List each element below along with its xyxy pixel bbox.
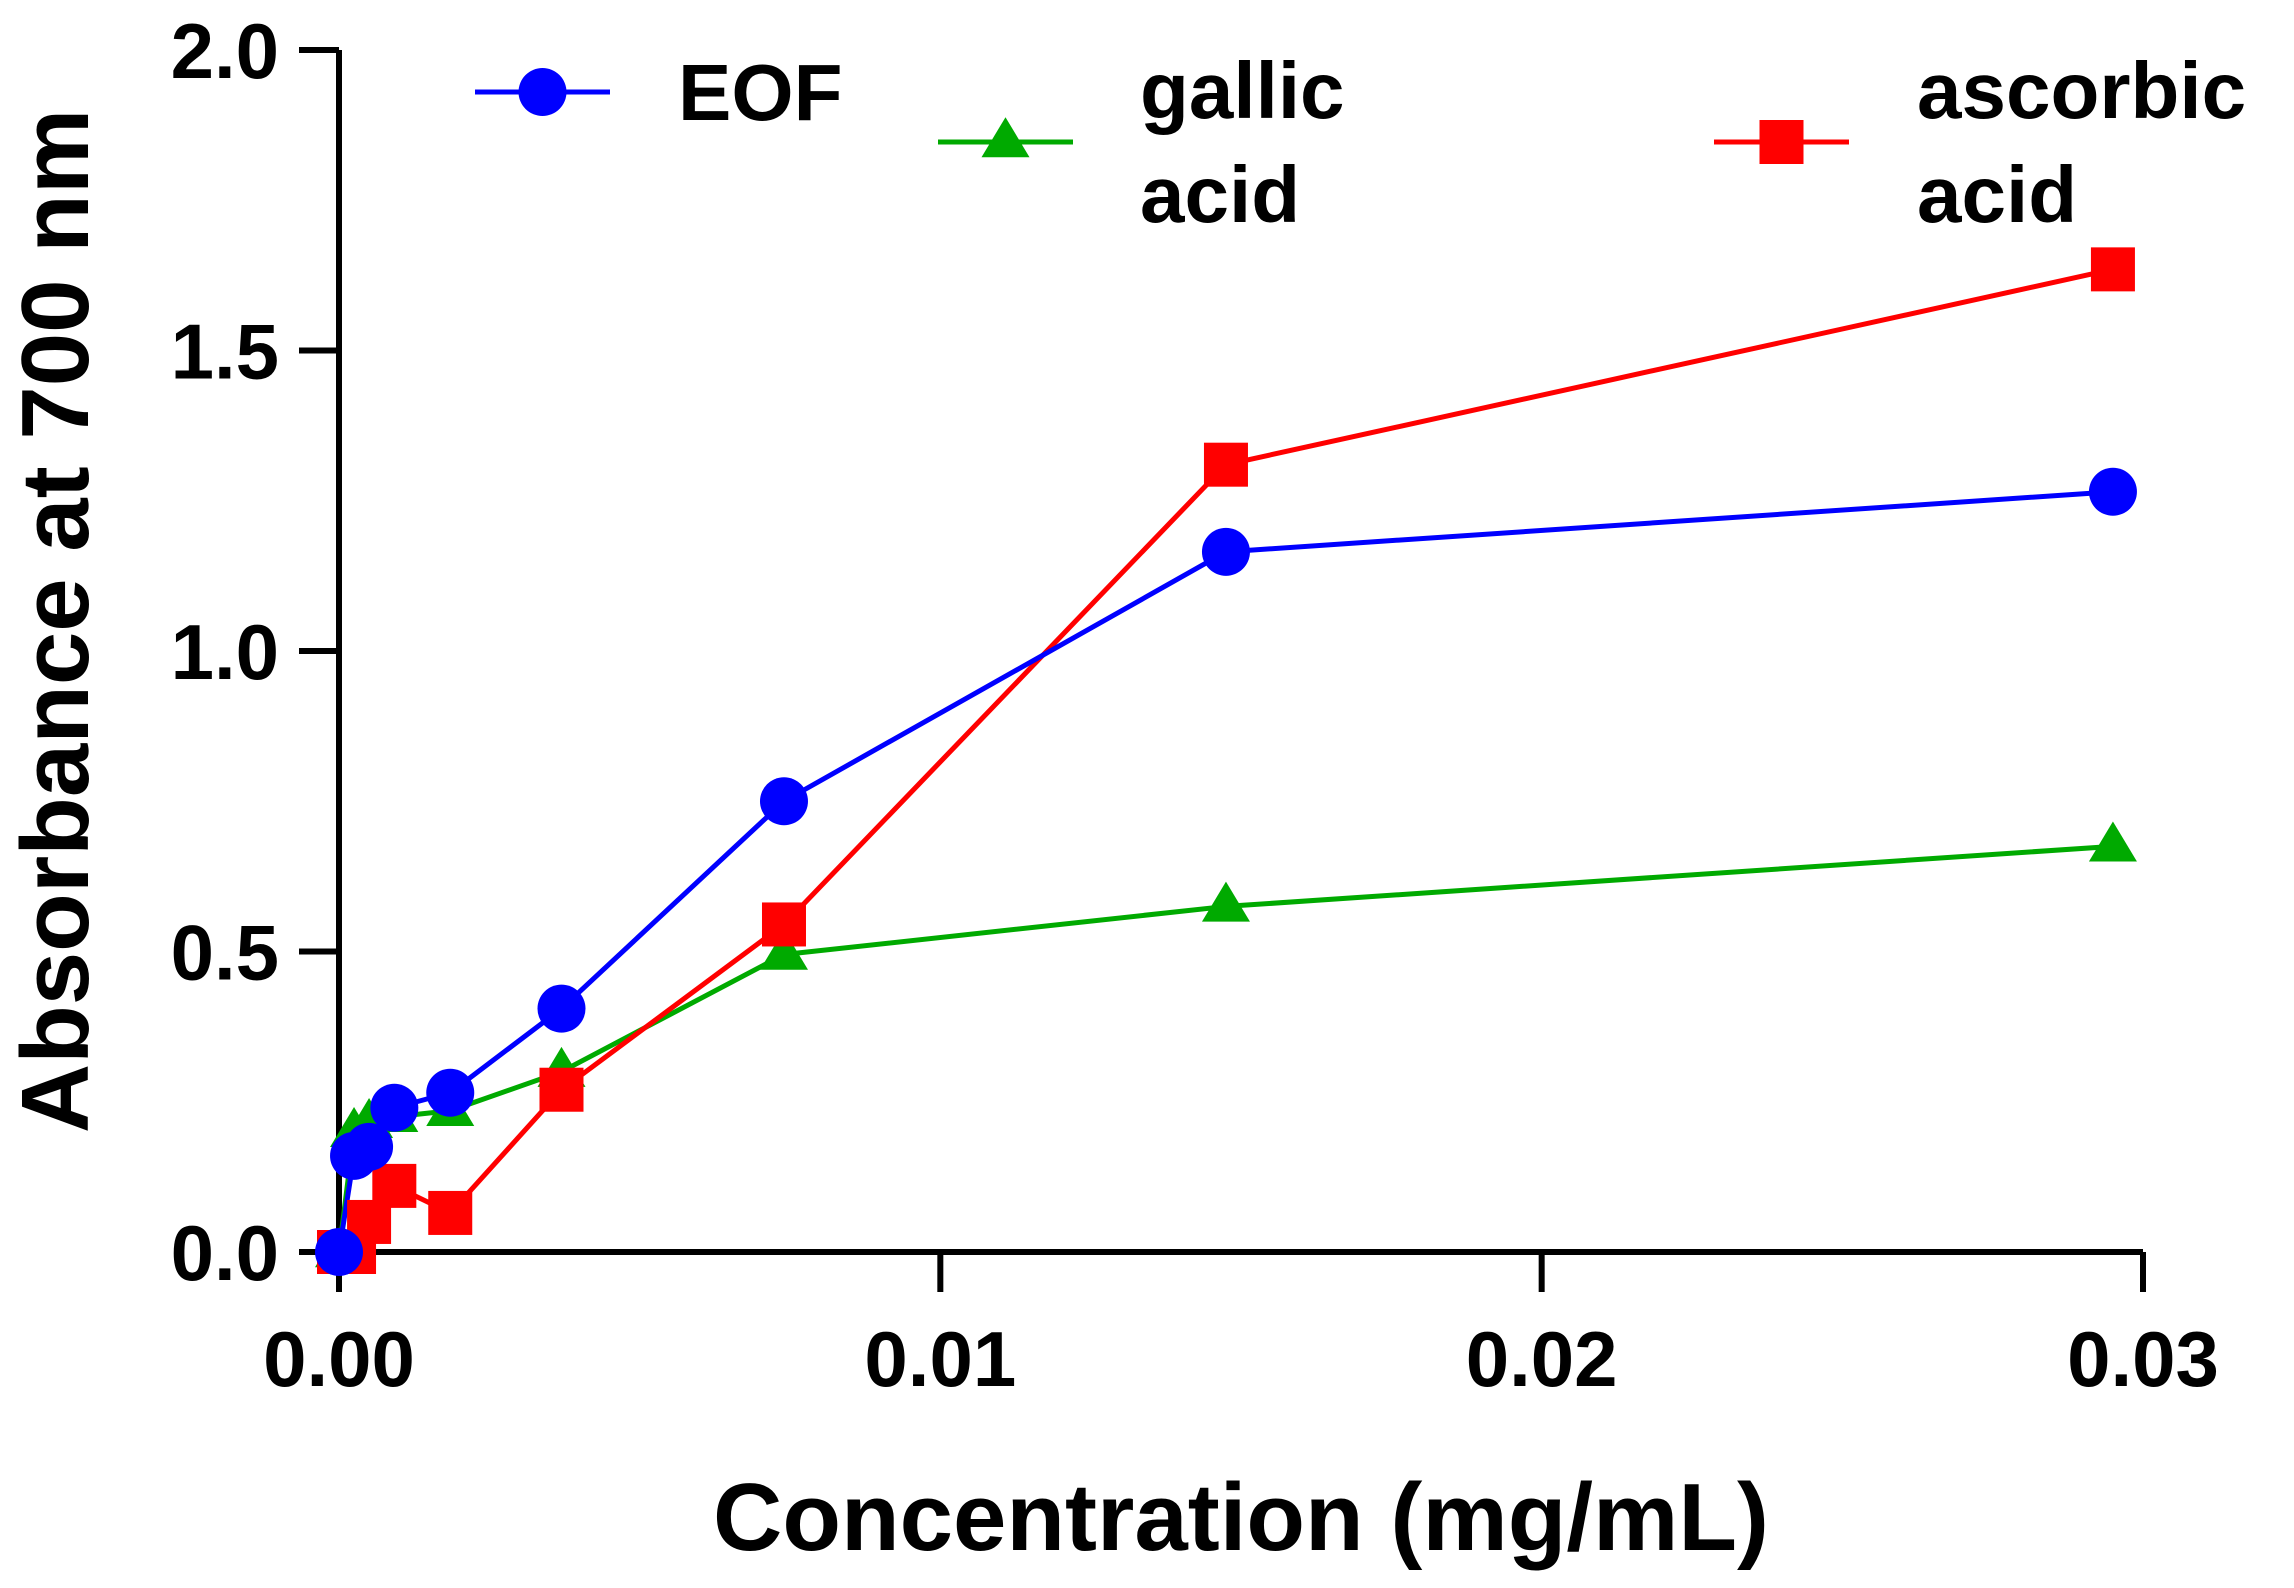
series-line xyxy=(336,489,2114,1253)
series-ascorbic-acid xyxy=(339,266,2114,1255)
data-point xyxy=(372,1163,417,1208)
data-point xyxy=(345,1122,394,1171)
data-point xyxy=(1203,442,1248,487)
legend: EOF gallic acid ascorbic acid xyxy=(475,46,2246,239)
legend-entry: gallic acid xyxy=(938,46,1345,239)
legend-label: acid xyxy=(1140,150,1300,239)
y-ticks: 0.0 0.5 1.0 1.5 2.0 xyxy=(171,7,339,1297)
y-tick-label: 1.0 xyxy=(171,608,279,696)
series-eof xyxy=(336,489,2114,1253)
data-point xyxy=(2088,821,2137,862)
legend-label: gallic xyxy=(1140,46,1345,135)
data-point xyxy=(761,902,806,947)
markers-gallic-acid xyxy=(315,821,2137,1268)
x-tick-label: 0.03 xyxy=(2067,1315,2219,1403)
markers-ascorbic-acid xyxy=(317,247,2135,1274)
data-point xyxy=(1201,527,1250,576)
x-ticks: 0.00 0.01 0.02 0.03 xyxy=(263,1252,2219,1403)
legend-label: acid xyxy=(1917,150,2077,239)
y-tick-label: 1.5 xyxy=(171,308,279,396)
data-point xyxy=(539,1067,584,1112)
legend-marker xyxy=(981,117,1030,158)
legend-entry: ascorbic acid xyxy=(1714,46,2246,239)
data-point xyxy=(2088,467,2137,516)
data-point xyxy=(1201,881,1250,922)
x-axis-title: Concentration (mg/mL) xyxy=(713,1464,1769,1571)
data-point xyxy=(2090,247,2135,292)
data-point xyxy=(426,1068,475,1117)
legend-label: ascorbic xyxy=(1917,46,2246,135)
legend-entry: EOF xyxy=(475,48,842,137)
data-point xyxy=(759,929,808,970)
data-point xyxy=(428,1190,473,1235)
series-line xyxy=(339,266,2114,1255)
series-layer xyxy=(315,247,2137,1276)
legend-label: EOF xyxy=(678,48,842,137)
y-tick-label: 0.5 xyxy=(171,909,279,997)
x-tick-label: 0.00 xyxy=(263,1315,415,1403)
markers-eof xyxy=(315,467,2137,1276)
y-axis-title: Absorbance at 700 nm xyxy=(2,109,109,1133)
x-tick-label: 0.01 xyxy=(864,1315,1016,1403)
data-point xyxy=(315,1228,363,1276)
y-tick-label: 0.0 xyxy=(171,1209,279,1297)
data-point xyxy=(537,984,586,1033)
legend-marker xyxy=(518,68,567,116)
data-point xyxy=(759,777,808,826)
data-point xyxy=(370,1083,419,1132)
x-tick-label: 0.02 xyxy=(1466,1315,1618,1403)
y-tick-label: 2.0 xyxy=(171,7,279,95)
legend-marker xyxy=(1759,120,1804,164)
